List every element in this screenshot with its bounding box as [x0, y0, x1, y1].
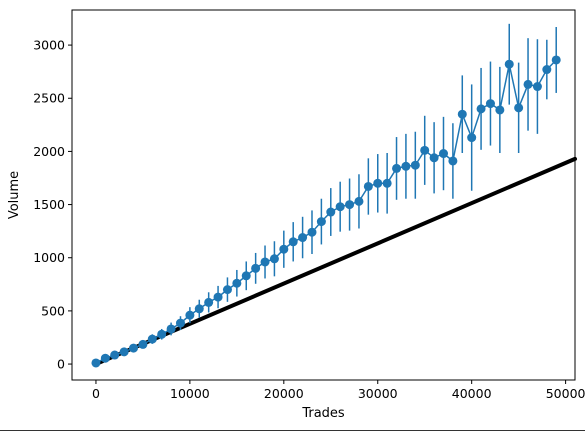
- data-point: [514, 103, 524, 113]
- data-point: [100, 353, 110, 363]
- data-point: [194, 304, 204, 314]
- data-point: [213, 292, 223, 302]
- data-point: [260, 257, 270, 267]
- data-point: [476, 104, 486, 114]
- data-point: [185, 310, 195, 320]
- data-point: [542, 65, 552, 75]
- data-point: [467, 133, 477, 143]
- data-point: [523, 79, 533, 89]
- data-point: [175, 318, 185, 328]
- data-point: [232, 278, 242, 288]
- data-point: [495, 105, 505, 115]
- data-point: [326, 207, 336, 217]
- data-point: [157, 329, 167, 339]
- y-tick-label: 2500: [33, 91, 65, 106]
- data-point: [119, 347, 129, 357]
- axes: 0 10000 20000 30000 40000 50000 0 500 1000 1500 20…: [33, 38, 585, 401]
- data-point: [279, 244, 289, 254]
- data-point: [429, 153, 439, 163]
- chart-marks: [91, 23, 577, 368]
- data-point: [457, 109, 467, 119]
- x-tick-label: 0: [92, 386, 100, 401]
- data-point: [129, 343, 139, 353]
- data-point: [485, 99, 495, 109]
- data-point: [138, 339, 148, 349]
- x-tick-label: 20000: [264, 386, 304, 401]
- x-tick-label: 30000: [358, 386, 398, 401]
- data-point: [401, 161, 411, 171]
- data-point: [551, 55, 561, 65]
- reference-line: [93, 156, 577, 367]
- data-point: [335, 202, 345, 212]
- data-point: [438, 149, 448, 159]
- data-point: [298, 233, 308, 243]
- data-point: [166, 324, 176, 334]
- x-tick-label: 40000: [452, 386, 492, 401]
- y-tick-label: 3000: [33, 38, 65, 53]
- data-point: [448, 156, 458, 166]
- data-point: [373, 178, 383, 188]
- data-point: [269, 254, 279, 264]
- data-point: [354, 196, 364, 206]
- data-point: [288, 237, 298, 247]
- data-point: [363, 181, 373, 191]
- y-axis-label: Volume: [7, 171, 22, 219]
- data-point: [147, 334, 157, 344]
- data-point: [91, 358, 101, 368]
- data-point: [382, 178, 392, 188]
- y-tick-label: 0: [57, 357, 65, 372]
- x-tick-label: 50000: [546, 386, 585, 401]
- data-point: [410, 160, 420, 170]
- data-point: [307, 227, 317, 237]
- bottom-rule: [0, 430, 585, 431]
- y-tick-label: 1000: [33, 250, 65, 265]
- data-point: [532, 82, 542, 92]
- data-point: [204, 297, 214, 307]
- data-point: [504, 59, 514, 69]
- y-tick-label: 1500: [33, 197, 65, 212]
- data-point: [316, 217, 326, 227]
- data-point: [251, 263, 261, 273]
- data-point: [345, 200, 355, 210]
- data-point: [241, 271, 251, 281]
- y-tick-label: 2000: [33, 144, 65, 159]
- data-point: [392, 163, 402, 173]
- x-axis-label: Trades: [301, 406, 345, 421]
- y-tick-label: 500: [41, 303, 65, 318]
- x-tick-label: 10000: [170, 386, 210, 401]
- data-point: [110, 350, 120, 360]
- plot-frame: [71, 9, 576, 381]
- data-point: [420, 145, 430, 155]
- data-point: [222, 285, 232, 295]
